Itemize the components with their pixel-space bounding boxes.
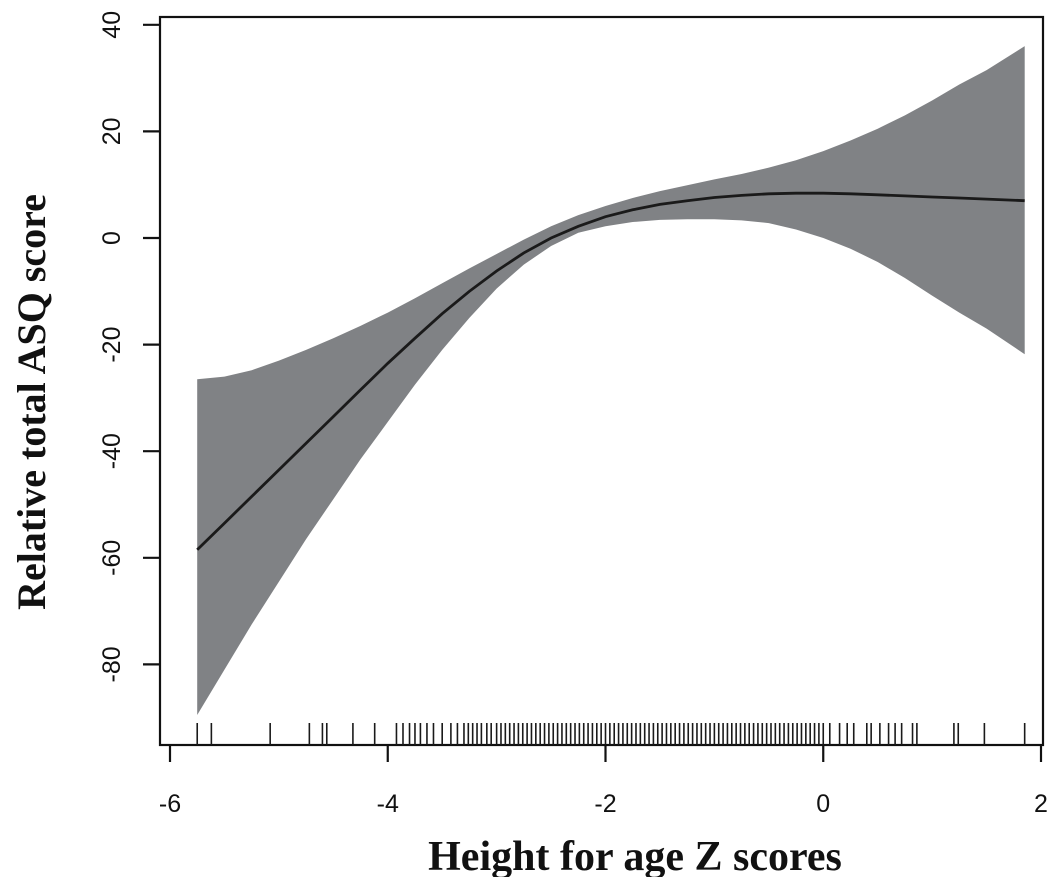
y-tick-label: 40 <box>98 11 126 39</box>
y-tick-label: -60 <box>98 540 126 576</box>
y-tick-label: -80 <box>98 646 126 682</box>
y-axis-title: Relative total ASQ score <box>9 194 54 610</box>
fitted-line <box>196 191 1025 551</box>
y-tick-label: 20 <box>98 117 126 145</box>
rug-marks <box>196 723 1026 745</box>
x-tick-label: -6 <box>159 790 181 818</box>
x-tick-label: 2 <box>1034 790 1048 818</box>
x-tick-label: 0 <box>816 790 830 818</box>
confidence-band <box>197 46 1025 716</box>
x-tick-label: -2 <box>594 790 616 818</box>
x-tick-label: -4 <box>377 790 399 818</box>
x-axis: -6 -4 -2 0 2 <box>159 745 1048 818</box>
y-axis: -80 -60 -40 -20 0 20 40 <box>98 11 160 682</box>
x-axis-title: Height for age Z scores <box>428 834 842 877</box>
y-tick-label: -20 <box>98 327 126 363</box>
y-tick-label: -40 <box>98 433 126 469</box>
y-tick-label: 0 <box>98 231 126 245</box>
